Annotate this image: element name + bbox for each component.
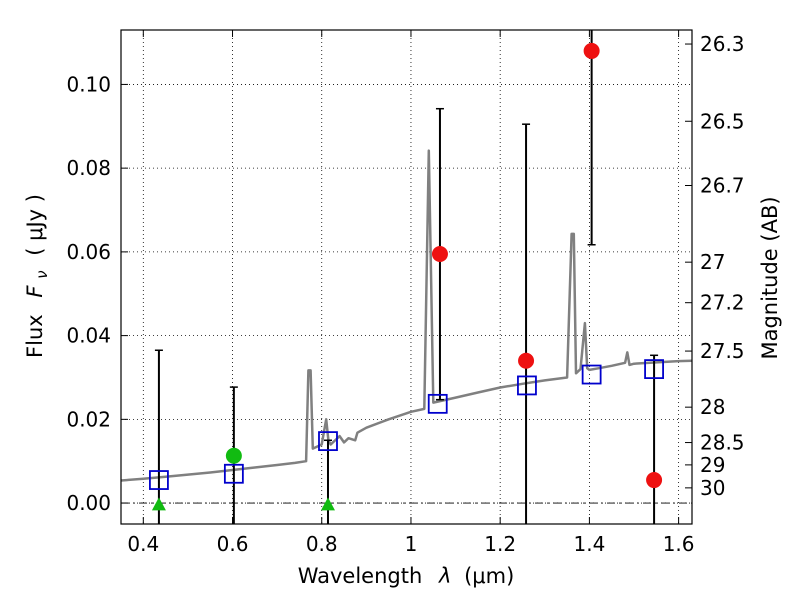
- y2-tick-label: 29: [700, 453, 725, 477]
- y-axis-label-text: Flux: [23, 314, 47, 358]
- x-tick-label: 1.2: [484, 532, 516, 556]
- model-photometry-square: [517, 375, 537, 396]
- y-tick-label: 0.00: [66, 491, 111, 515]
- upper-limit-triangle: [151, 497, 166, 511]
- y2-tick-label: 26.5: [700, 109, 745, 133]
- y-tick-label: 0.02: [66, 407, 111, 431]
- ticks-group: 0.4 0.6 0.8 1 1.2 1.4 1.6 0.00 0.02 0.04 0.06 0.08 0…: [66, 30, 745, 556]
- x-tick-label: 1: [405, 532, 418, 556]
- y2-tick-label: 27.5: [700, 339, 745, 363]
- markers-group: [149, 42, 664, 511]
- y2-tick-label: 30: [700, 476, 725, 500]
- x-tick-label: 1.4: [573, 532, 605, 556]
- model-photometry-square: [149, 470, 169, 490]
- model-spectrum-line: [120, 149, 693, 482]
- detection-point-red: [646, 472, 663, 489]
- y-axis-label-unit: ( μJy ): [23, 194, 47, 256]
- x-tick-label: 0.6: [217, 532, 249, 556]
- model-photometry-square: [223, 463, 244, 484]
- y2-tick-label: 28: [700, 395, 725, 419]
- y-tick-label: 0.08: [66, 156, 111, 180]
- x-axis-label: Wavelength λ (μm): [298, 564, 515, 588]
- x-tick-label: 0.8: [306, 532, 338, 556]
- y-axis-label-symbol: F: [23, 285, 47, 298]
- plot-frame: [120, 29, 693, 525]
- model-photometry-square: [318, 431, 338, 452]
- y-axis-label-symbol-sub: ν: [33, 270, 51, 278]
- grid: [121, 30, 692, 524]
- y-tick-label: 0.04: [66, 324, 111, 348]
- y2-axis-label: Magnitude (AB): [758, 196, 782, 359]
- x-tick-label: 1.6: [663, 532, 695, 556]
- x-axis-label-symbol: λ: [438, 564, 451, 588]
- y2-tick-label: 27: [700, 250, 725, 274]
- error-bars-group: [154, 30, 659, 524]
- detection-point-red: [583, 42, 600, 59]
- y2-tick-label: 26.7: [700, 173, 745, 197]
- x-axis-label-unit: (μm): [464, 564, 514, 588]
- model-photometry-square: [644, 359, 664, 380]
- upper-limit-triangle: [320, 497, 335, 511]
- y-axis-label: Flux F ν ( μJy ): [23, 194, 52, 358]
- detection-point-green: [225, 447, 242, 464]
- model-photometry-square: [427, 393, 448, 414]
- x-tick-label: 0.4: [127, 532, 159, 556]
- y-tick-label: 0.10: [66, 72, 111, 96]
- detection-point-red: [431, 245, 448, 262]
- y-tick-label: 0.06: [66, 240, 111, 264]
- detection-point-red: [518, 352, 535, 369]
- x-axis-label-text: Wavelength: [298, 564, 423, 588]
- y2-tick-label: 26.3: [700, 32, 745, 56]
- y2-tick-label: 27.2: [700, 291, 745, 315]
- series-group: [120, 149, 693, 482]
- model-photometry-square: [581, 364, 602, 385]
- y2-tick-label: 28.5: [700, 431, 745, 455]
